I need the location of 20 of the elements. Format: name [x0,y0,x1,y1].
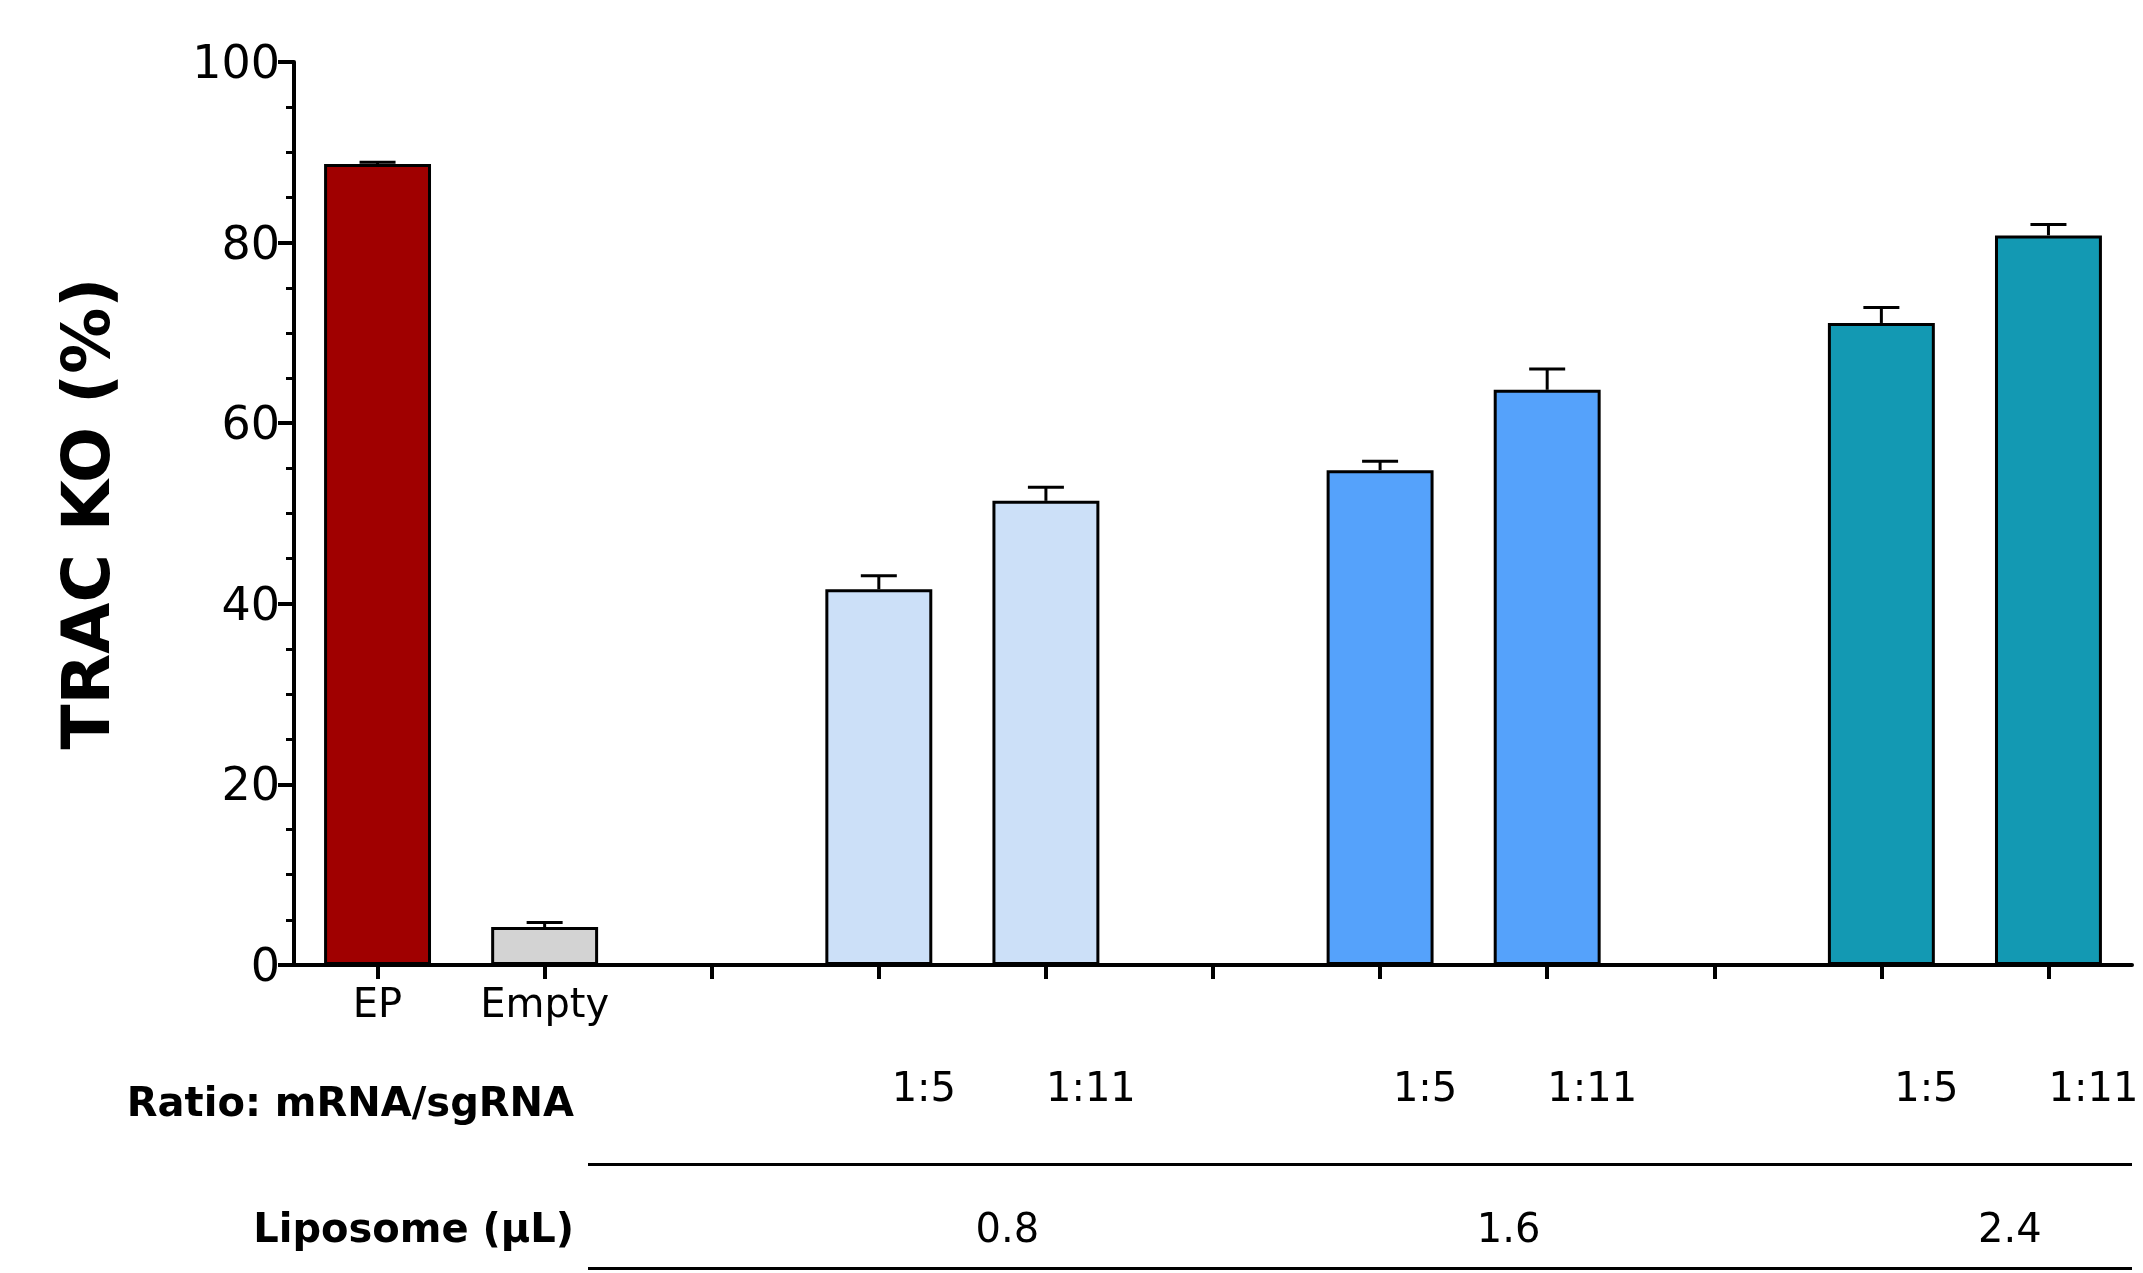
y-tick-label: 60 [221,396,280,451]
y-tick-label: 20 [221,757,280,812]
y-tick-label: 100 [192,35,280,89]
text: Liposome (µL) [253,1205,575,1251]
text: 2.4 [1978,1205,2042,1251]
y-tick-label: 80 [221,215,280,270]
text: Ratio: mRNA/sgRNA [126,1079,575,1125]
x-tick-label: Empty [480,980,610,1026]
x-tick-label: 1:5 [1894,1064,1959,1110]
y-tick-label: 0 [250,938,280,992]
x-tick-label: 1:11 [2048,1064,2139,1110]
x-tick-label: 1:5 [1392,1064,1458,1110]
y-tick-label: 40 [221,576,280,631]
text: 1.6 [1476,1205,1541,1251]
text: 0.8 [975,1205,1040,1251]
x-tick-label: 1:5 [891,1064,957,1110]
y-axis-title: TRAC KO (%) [47,277,125,750]
x-tick-label: 1:11 [1547,1064,1638,1110]
x-tick-label: 1:11 [1045,1064,1136,1110]
x-tick-label: EP [352,980,403,1026]
